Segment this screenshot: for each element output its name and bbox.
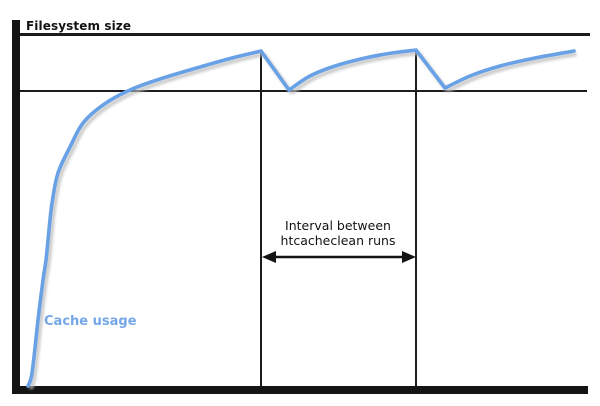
- left-axis-bar: [12, 20, 20, 394]
- bottom-axis-bar: [12, 386, 588, 394]
- reference-lines: [20, 33, 590, 92]
- interval-label-line1: Interval between: [285, 218, 391, 233]
- interval-arrow: [262, 251, 416, 263]
- htcacheclean-run-1: [260, 51, 262, 386]
- arrowhead-left: [262, 251, 276, 263]
- interval-label-line2: htcacheclean runs: [280, 232, 396, 248]
- interval-label: Interval between htcacheclean runs: [258, 218, 418, 248]
- htcacheclean-event-lines: [260, 50, 417, 386]
- filesystem-size-label: Filesystem size: [26, 19, 132, 33]
- axes: [12, 20, 588, 394]
- arrowhead-right: [402, 251, 416, 263]
- cache-usage-label: Cache usage: [44, 314, 137, 329]
- threshold-line: [20, 90, 587, 92]
- filesystem-size-line: [20, 33, 590, 36]
- htcacheclean-run-2: [415, 50, 417, 386]
- cache-usage-curve: [26, 48, 576, 388]
